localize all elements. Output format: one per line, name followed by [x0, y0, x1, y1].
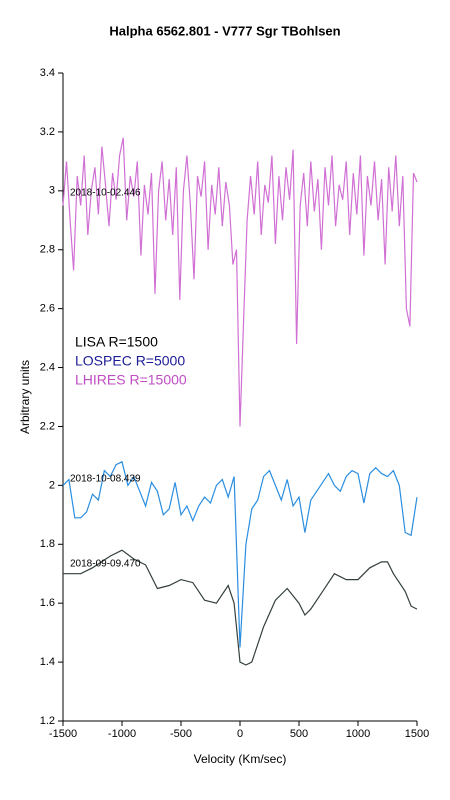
x-tick-label: 1500: [405, 728, 429, 740]
legend-entry: LOSPEC R=5000: [75, 353, 185, 369]
annotation: 2018-09-09.470: [70, 559, 141, 570]
x-tick-label: -1500: [49, 728, 77, 740]
x-axis-label: Velocity (Km/sec): [194, 752, 287, 766]
x-tick-label: 0: [237, 728, 243, 740]
y-tick-label: 3.2: [40, 126, 55, 138]
chart-title: Halpha 6562.801 - V777 Sgr TBohlsen: [109, 23, 340, 38]
y-tick-label: 1.8: [40, 538, 55, 550]
y-tick-label: 1.4: [40, 656, 55, 668]
x-tick-label: -500: [170, 728, 192, 740]
y-tick-label: 2.6: [40, 303, 55, 315]
y-tick-label: 2: [49, 479, 55, 491]
y-tick-label: 3.4: [40, 67, 55, 79]
annotation: 2018-10-02.446: [70, 188, 141, 199]
series-line: [62, 137, 418, 427]
y-tick-label: 3: [49, 185, 55, 197]
y-tick-label: 1.2: [40, 715, 55, 727]
y-axis-label: Arbitrary units: [18, 360, 32, 434]
legend-entry: LHIRES R=15000: [75, 372, 187, 388]
x-tick-label: 500: [290, 728, 308, 740]
y-tick-label: 1.6: [40, 597, 55, 609]
y-tick-label: 2.2: [40, 420, 55, 432]
series-line: [63, 549, 418, 666]
annotation: 2018-10-08.439: [70, 474, 141, 485]
y-tick-label: 2.4: [40, 361, 55, 373]
series-line: [62, 460, 418, 648]
legend-entry: LISA R=1500: [75, 334, 158, 350]
x-tick-label: -1000: [108, 728, 136, 740]
y-tick-label: 2.8: [40, 244, 55, 256]
x-tick-label: 1000: [346, 728, 370, 740]
